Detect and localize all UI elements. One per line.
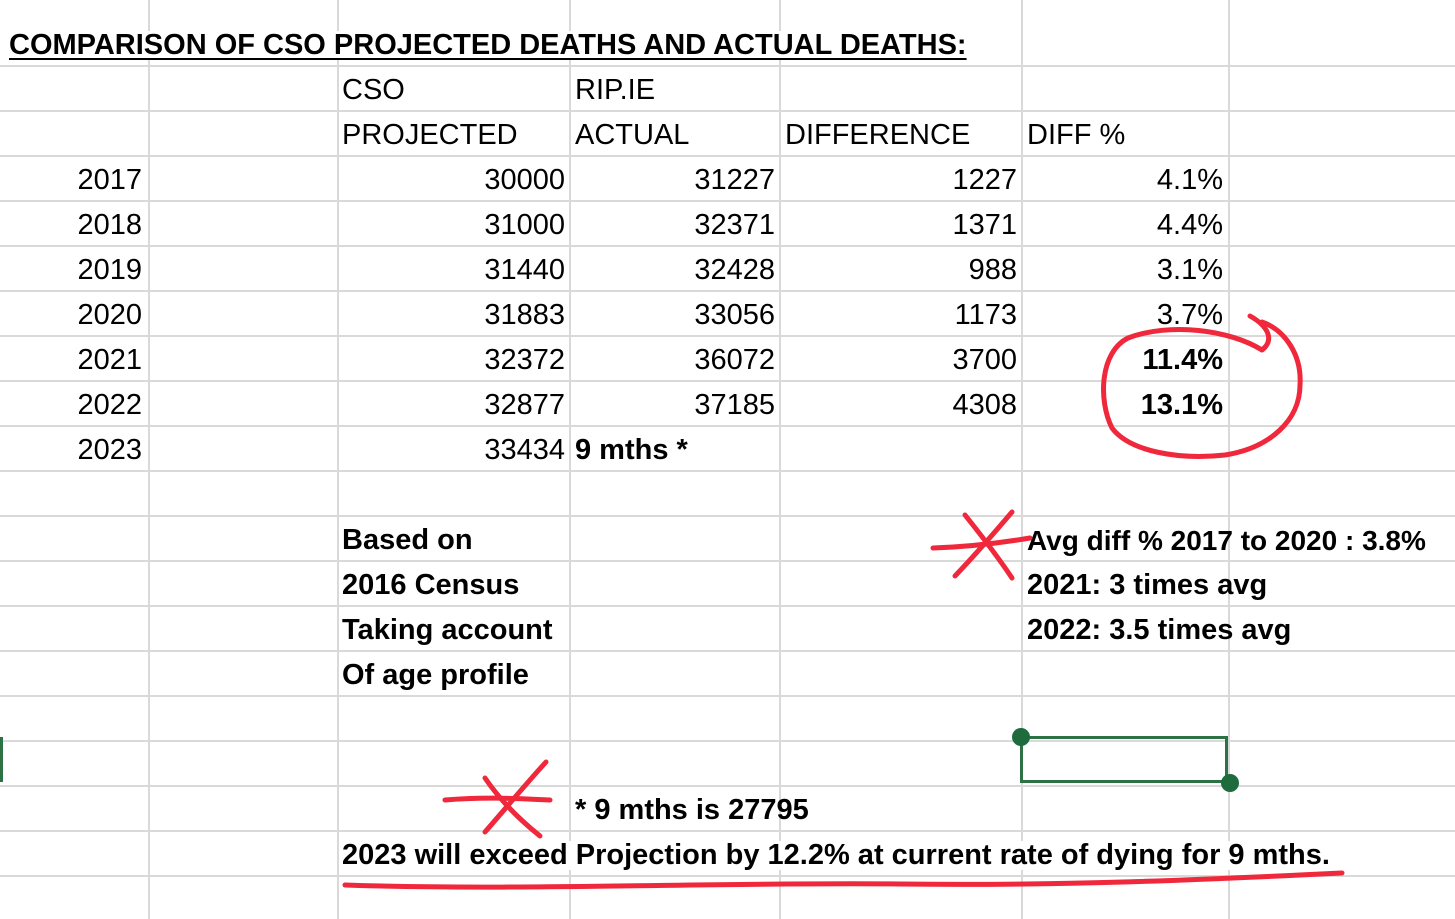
difference-cell[interactable]: 1227 [952,164,1017,196]
note-right-line[interactable]: 2021: 3 times avg [1027,569,1268,601]
gridline [779,0,781,919]
year-cell[interactable]: 2017 [77,164,142,196]
gridline [0,65,1455,67]
gridline [0,245,1455,247]
difference-cell[interactable]: 1173 [954,299,1017,331]
note-right-line[interactable]: 2022: 3.5 times avg [1027,614,1292,646]
gridline [0,830,1455,832]
actual-cell[interactable]: 32428 [694,254,775,286]
header-cso[interactable]: CSO [342,74,405,106]
header-difference[interactable]: DIFFERENCE [785,119,971,151]
projected-cell[interactable]: 32877 [484,389,565,421]
gridline [0,470,1455,472]
projected-cell[interactable]: 31883 [484,299,565,331]
projected-cell[interactable]: 31000 [484,209,565,241]
gridline [0,605,1455,607]
selection-handle[interactable] [1221,774,1239,792]
gridline [0,425,1455,427]
year-cell[interactable]: 2018 [77,209,142,241]
year-cell[interactable]: 2021 [77,344,142,376]
gridline [1021,0,1023,919]
diff-pct-cell[interactable]: 11.4% [1142,344,1223,376]
actual-cell[interactable]: 33056 [694,299,775,331]
note-left-line[interactable]: Based on [342,524,473,556]
projected-cell[interactable]: 33434 [484,434,565,466]
header-actual[interactable]: ACTUAL [575,119,690,151]
gridline [0,875,1455,877]
difference-cell[interactable]: 988 [968,254,1017,286]
diff-pct-cell[interactable]: 4.4% [1156,209,1223,241]
gridline [1228,0,1230,919]
diff-pct-cell[interactable]: 4.1% [1156,164,1223,196]
gridline [0,560,1455,562]
sheet-title[interactable]: COMPARISON OF CSO PROJECTED DEATHS AND A… [9,31,971,60]
actual-cell[interactable]: 32371 [694,209,775,241]
note-left-line[interactable]: Of age profile [342,659,529,691]
header-projected[interactable]: PROJECTED [342,119,518,151]
year-cell[interactable]: 2023 [77,434,142,466]
diff-pct-cell[interactable]: 13.1% [1140,389,1223,421]
diff-pct-cell[interactable]: 3.7% [1156,299,1223,331]
selection-handle[interactable] [1012,728,1030,746]
gridline [0,740,1455,742]
gridline [0,695,1455,697]
year-cell[interactable]: 2020 [77,299,142,331]
year-cell[interactable]: 2022 [77,389,142,421]
header-rip[interactable]: RIP.IE [575,74,656,106]
gridline [337,0,339,919]
row-edge-marker [0,737,3,782]
gridline [0,335,1455,337]
actual-cell[interactable]: 36072 [694,344,775,376]
projected-cell[interactable]: 32372 [484,344,565,376]
gridline [0,650,1455,652]
actual-cell[interactable]: 31227 [694,164,775,196]
difference-cell[interactable]: 3700 [952,344,1017,376]
gridline [0,290,1455,292]
note-left-line[interactable]: Taking account [342,614,553,646]
gridline [0,155,1455,157]
diff-pct-cell[interactable]: 3.1% [1156,254,1223,286]
gridline [148,0,150,919]
gridline [0,785,1455,787]
projected-cell[interactable]: 31440 [484,254,565,286]
actual-cell[interactable]: 37185 [694,389,775,421]
projected-cell[interactable]: 30000 [484,164,565,196]
gridline [0,515,1455,517]
year-cell[interactable]: 2019 [77,254,142,286]
selected-cell[interactable] [1020,736,1228,783]
conclusion[interactable]: 2023 will exceed Projection by 12.2% at … [342,839,1332,871]
gridline [0,110,1455,112]
difference-cell[interactable]: 1371 [952,209,1017,241]
note-left-line[interactable]: 2016 Census [342,569,520,601]
gridline [0,200,1455,202]
header-diff-pct[interactable]: DIFF % [1027,119,1126,151]
gridline [569,0,571,919]
actual-cell[interactable]: 9 mths * [575,434,688,466]
footnote[interactable]: * 9 mths is 27795 [575,794,809,826]
note-right-line[interactable]: Avg diff % 2017 to 2020 : 3.8% [1027,525,1426,556]
gridline [0,380,1455,382]
difference-cell[interactable]: 4308 [952,389,1017,421]
